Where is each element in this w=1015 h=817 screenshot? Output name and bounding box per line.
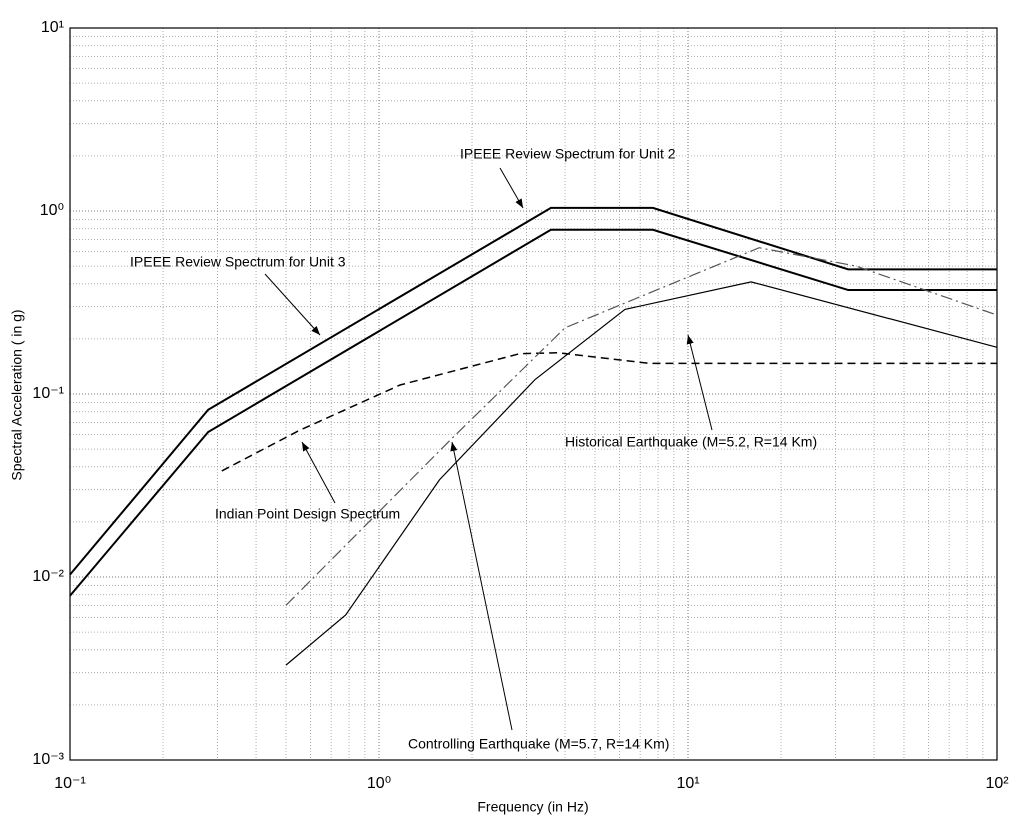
annotation-arrow (450, 441, 513, 731)
x-tick-label: 10⁻¹ (54, 775, 86, 792)
x-tick-label: 10⁰ (367, 775, 391, 792)
annotation-arrow (686, 334, 713, 431)
x-tick-label: 10² (985, 775, 1009, 792)
series-line (285, 247, 998, 606)
y-axis-label: Spectral Acceleration ( in g) (9, 309, 25, 480)
annotation-arrow (264, 273, 321, 336)
annotation: Indian Point Design Spectrum (215, 506, 400, 522)
annotation: IPEEE Review Spectrum for Unit 3 (130, 254, 346, 270)
y-tick-label: 10¹ (41, 19, 64, 36)
y-tick-label: 10⁻² (32, 568, 64, 585)
y-tick-label: 10⁰ (40, 202, 64, 219)
series-line (69, 206, 997, 576)
x-axis-label: Frequency (in Hz) (477, 799, 588, 815)
annotation: Historical Earthquake (M=5.2, R=14 Km) (565, 434, 817, 450)
x-tick-label: 10¹ (676, 775, 699, 792)
annotation: Controlling Earthquake (M=5.7, R=14 Km) (408, 736, 669, 752)
series-line (69, 228, 997, 597)
series-line (285, 281, 998, 666)
annotation-arrow (499, 167, 524, 209)
annotation-arrow (301, 441, 336, 504)
annotation: IPEEE Review Spectrum for Unit 2 (460, 146, 676, 162)
y-tick-label: 10⁻¹ (32, 385, 64, 402)
plot-frame (69, 27, 998, 761)
y-tick-label: 10⁻³ (32, 751, 64, 768)
